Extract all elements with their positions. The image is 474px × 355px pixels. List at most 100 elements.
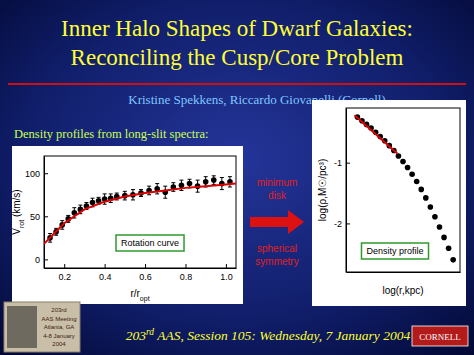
x-axis: 0.2 0.4 0.6 0.8 1.0 — [45, 264, 237, 282]
error-bar-cap — [91, 198, 95, 199]
error-bar-cap — [179, 180, 183, 181]
footer: 203rd AAS, Session 105: Wednesday, 7 Jan… — [126, 327, 411, 343]
error-bar-cap — [131, 199, 135, 200]
annotation-box — [361, 243, 428, 259]
tick: 0 — [35, 255, 48, 265]
error-bar-cap — [109, 202, 113, 203]
label-part: (km/s) — [11, 189, 22, 220]
error-bar-cap — [155, 193, 159, 194]
badge-text: Atlanta, GA — [44, 324, 75, 330]
plot-area — [355, 114, 456, 262]
x-axis-title: log(r,kpc) — [382, 285, 423, 296]
error-bar-cap — [139, 196, 143, 197]
annotation-text: Rotation curve — [121, 238, 179, 248]
plot-frame — [44, 156, 236, 268]
tick-label: 0 — [35, 255, 40, 265]
data-point — [423, 195, 429, 201]
label-part: rot — [18, 220, 25, 228]
tick-mark — [185, 264, 186, 268]
data-point — [450, 257, 456, 263]
error-bar-cap — [48, 242, 52, 243]
error-bar-cap — [48, 233, 52, 234]
logo-text: CORNELL — [419, 332, 461, 342]
badge-text: 4-8 January — [43, 333, 75, 339]
error-bar-cap — [163, 186, 167, 187]
tick-label: -1 — [334, 158, 342, 168]
arrow-label: symmetry — [255, 256, 298, 267]
error-bar-cap — [123, 191, 127, 192]
title: Inner Halo Shapes of Dwarf Galaxies: — [61, 16, 413, 41]
data-point — [203, 179, 209, 185]
intro: Density profiles from long-slit spectra: — [14, 127, 208, 141]
error-bar-cap — [139, 189, 143, 190]
tick-mark — [64, 264, 65, 268]
badge-text: 203rd — [51, 307, 66, 313]
chart: -1 -2 log(r,kpc) log(ρ,M☉/pc³) Density profi… — [312, 100, 466, 306]
axis-line — [347, 272, 461, 273]
tick-label: 0.8 — [180, 272, 193, 282]
error-bar — [220, 178, 224, 190]
error-bar-cap — [147, 194, 151, 195]
data-point — [441, 235, 447, 241]
label-part: 203 — [126, 328, 147, 343]
error-bar-cap — [103, 193, 107, 194]
data-point — [400, 159, 406, 165]
error-bar-cap — [212, 175, 216, 176]
tick-label: 100 — [25, 169, 40, 179]
tick-label: 1.0 — [220, 272, 233, 282]
plot-frame — [346, 108, 460, 272]
arrow-label: spherical — [257, 243, 297, 254]
label-part: opt — [140, 295, 150, 303]
error-bar — [163, 186, 167, 198]
y-axis-title: log(ρ,M☉/pc³) — [317, 159, 328, 221]
tick: -2 — [334, 219, 350, 229]
chart: 0.20.40.60.81.0050100r/roptVrot (km/s)Ro… — [11, 146, 243, 304]
tick-label: -2 — [334, 219, 342, 229]
label-part: log(ρ,M☉/pc³) — [317, 159, 328, 221]
error-bar-cap — [196, 192, 200, 193]
error-bar-cap — [84, 202, 88, 203]
data-point — [418, 187, 424, 193]
error-bar-cap — [220, 177, 224, 178]
y-axis: 050100 — [25, 157, 48, 269]
data-point — [409, 171, 415, 177]
tick-mark — [346, 163, 350, 164]
error-bar-cap — [78, 205, 82, 206]
axis-line — [45, 268, 237, 269]
data-point — [187, 181, 193, 187]
tick-mark — [346, 223, 350, 224]
tick-mark — [44, 173, 48, 174]
tick-label: 0.6 — [139, 272, 152, 282]
data-point — [428, 204, 434, 210]
plot-area — [44, 176, 236, 244]
error-bar-cap — [60, 229, 64, 230]
data-point — [446, 246, 452, 252]
annotation: Rotation curve — [116, 235, 184, 251]
error-bar-cap — [228, 187, 232, 188]
data-point — [437, 224, 443, 230]
tick-mark — [44, 259, 48, 260]
title-rule — [8, 83, 466, 85]
arrow-label: minimum — [257, 177, 298, 188]
background — [0, 0, 474, 355]
tick: 0.6 — [139, 264, 152, 282]
chart-panel — [12, 146, 243, 304]
tick: 0.2 — [58, 264, 71, 282]
badge-photo — [7, 306, 37, 348]
error-bar-cap — [171, 182, 175, 183]
error-bar-cap — [188, 179, 192, 180]
x-axis — [347, 272, 461, 273]
arrow — [250, 210, 304, 234]
tick: 1.0 — [220, 264, 233, 282]
error-bar-cap — [196, 180, 200, 181]
error-bar-cap — [72, 207, 76, 208]
annotation-text: Density profile — [366, 246, 423, 256]
arrow-label: disk — [268, 190, 287, 201]
tick: 0.4 — [99, 264, 112, 282]
tick-mark — [105, 264, 106, 268]
data-point — [414, 179, 420, 185]
chart-panel — [312, 100, 466, 306]
error-bar-cap — [115, 193, 119, 194]
tick: 0.8 — [180, 264, 193, 282]
axis-line — [346, 109, 347, 273]
